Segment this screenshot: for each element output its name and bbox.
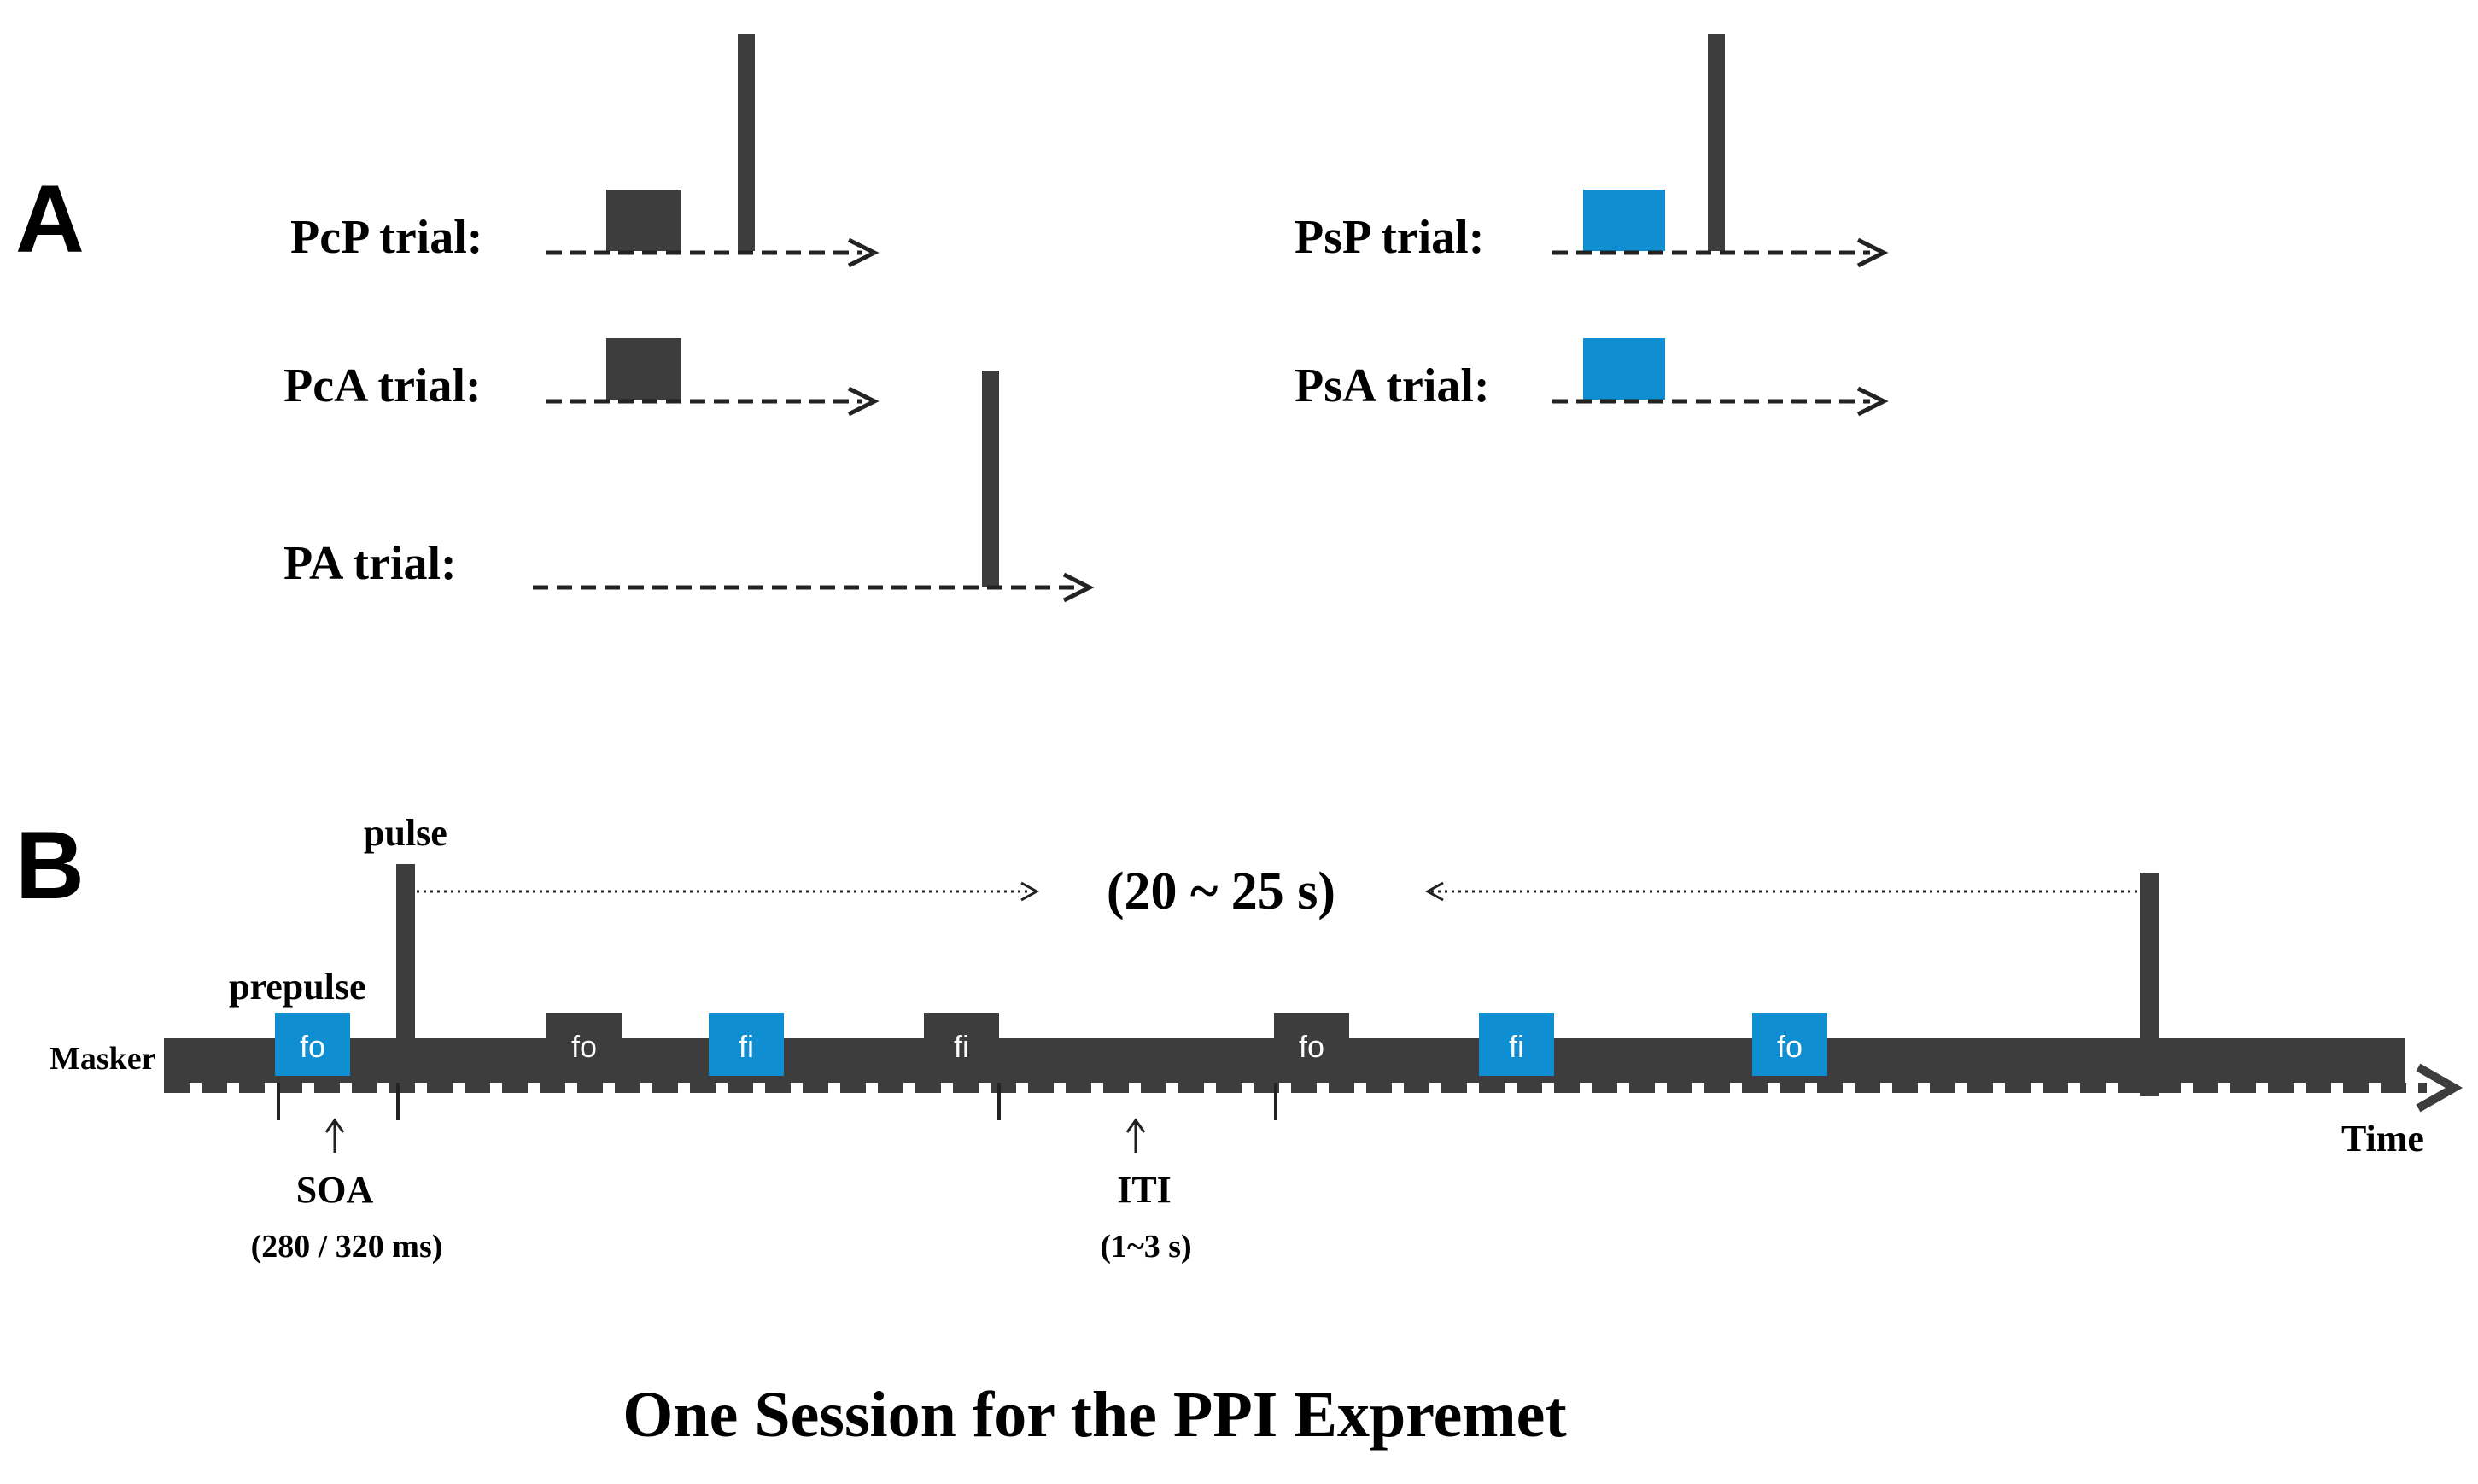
soa-value: (280 / 320 ms) <box>251 1229 443 1265</box>
block-2: fo <box>546 1013 622 1076</box>
stimulus-block <box>1752 1013 1827 1076</box>
prepulse-label: prepulse <box>229 966 366 1008</box>
block-1: fo <box>275 1013 350 1076</box>
trial-psa: PsA trial: <box>1295 338 1889 417</box>
stimulus-block <box>1479 1013 1554 1076</box>
prepulse-block-dark <box>606 338 681 400</box>
range-label: (20 ~ 25 s) <box>1107 862 1335 920</box>
block-label: fo <box>300 1029 325 1064</box>
block-label: fo <box>1299 1029 1324 1064</box>
arrow-head-icon <box>847 386 880 417</box>
time-label: Time <box>2341 1118 2424 1160</box>
soa-label: SOA <box>296 1169 374 1211</box>
block-6: fi <box>1479 1013 1554 1076</box>
stimulus-block <box>1274 1013 1349 1076</box>
pulse-bar <box>982 371 999 587</box>
pulse-bar-second <box>2140 873 2159 1096</box>
panel-b-letter: B <box>15 812 85 919</box>
stimulus-block <box>924 1013 999 1076</box>
soa-up-arrow-icon <box>324 1118 345 1153</box>
prepulse-block-blue <box>1583 338 1665 400</box>
block-label: fo <box>1777 1029 1803 1064</box>
arrow-head-icon <box>1062 572 1095 603</box>
iti-value: (1~3 s) <box>1100 1229 1191 1265</box>
pulse-label: pulse <box>364 812 447 854</box>
block-3: fi <box>709 1013 784 1076</box>
range-arrow-left-icon <box>1424 881 1444 902</box>
block-4: fi <box>924 1013 999 1076</box>
block-label: fo <box>571 1029 597 1064</box>
pulse-bar <box>1708 34 1725 251</box>
masker-label: Masker <box>50 1041 156 1077</box>
arrow-head-icon <box>847 237 880 268</box>
iti-label: ITI <box>1117 1169 1172 1211</box>
trial-pca: PcA trial: <box>283 338 880 417</box>
range-arrow-right-icon <box>1020 881 1040 902</box>
block-label: fi <box>1509 1029 1524 1064</box>
block-7: fo <box>1752 1013 1827 1076</box>
block-label: fi <box>739 1029 754 1064</box>
trial-label-pcp: PcP trial: <box>290 211 482 264</box>
pulse-bar-first <box>396 864 415 1043</box>
trial-pcp: PcP trial: <box>290 34 880 268</box>
block-label: fi <box>954 1029 969 1064</box>
block-5: fo <box>1274 1013 1349 1076</box>
panel-a-letter: A <box>15 166 85 272</box>
trial-label-psp: PsP trial: <box>1295 211 1484 264</box>
prepulse-block-blue <box>1583 190 1665 251</box>
trial-psp: PsP trial: <box>1295 34 1889 268</box>
stimulus-block <box>275 1013 350 1076</box>
time-arrow-head-icon <box>2416 1063 2463 1113</box>
iti-up-arrow-icon <box>1125 1118 1146 1153</box>
stimulus-block <box>546 1013 622 1076</box>
diagram-title: One Session for the PPI Expremet <box>622 1379 1566 1451</box>
trial-label-psa: PsA trial: <box>1295 359 1490 412</box>
trial-label-pca: PcA trial: <box>283 359 482 412</box>
prepulse-block-dark <box>606 190 681 251</box>
trial-label-pa: PA trial: <box>283 537 457 590</box>
arrow-head-icon <box>1856 237 1889 268</box>
trial-pa: PA trial: <box>283 371 1095 603</box>
arrow-head-icon <box>1856 386 1889 417</box>
pulse-bar <box>738 34 755 251</box>
stimulus-block <box>709 1013 784 1076</box>
